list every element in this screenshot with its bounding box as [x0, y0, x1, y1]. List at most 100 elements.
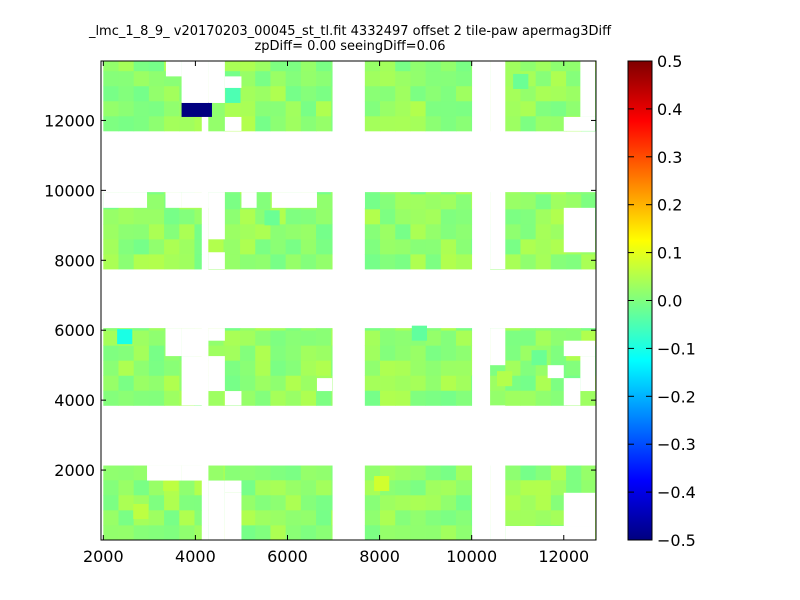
heatmap-cell: [316, 100, 332, 117]
heatmap-cell: [103, 330, 119, 346]
heatmap-cell: [300, 208, 317, 225]
heatmap-cell: [364, 223, 381, 240]
heatmap-cell: [118, 494, 135, 511]
heatmap-cell: [395, 375, 411, 391]
heatmap-cell: [395, 390, 411, 406]
heatmap-cell: [410, 238, 427, 255]
y-tick-label: 10000: [44, 181, 95, 200]
heatmap-cell: [440, 85, 457, 102]
heatmap-cell: [285, 254, 302, 270]
heatmap-cell: [471, 509, 473, 526]
heatmap-cell: [456, 465, 472, 481]
heatmap-cell: [520, 254, 537, 270]
heatmap-cell: [133, 524, 150, 540]
heatmap-cell: [566, 254, 582, 270]
heatmap-cell: [380, 238, 396, 255]
heatmap-cell: [456, 70, 472, 87]
heatmap-cell: [520, 509, 537, 526]
heatmap-cell: [456, 479, 472, 496]
heatmap-cell: [270, 254, 287, 270]
heatmap-cell: [103, 85, 119, 102]
heatmap-cell: [316, 328, 332, 331]
heatmap-cell: [118, 345, 135, 361]
heatmap-cell: [148, 390, 165, 406]
heatmap-cell: [118, 70, 135, 87]
heatmap-cell: [118, 524, 135, 540]
heatmap-cell: [364, 100, 381, 117]
missing-region: [224, 116, 242, 131]
heatmap-cell: [316, 223, 332, 240]
heatmap-cell: [380, 328, 396, 331]
x-tick-label: 10000: [446, 547, 497, 566]
heatmap-cell: [103, 223, 119, 240]
heatmap-cell: [520, 494, 537, 511]
heatmap-cell: [331, 61, 333, 72]
heatmap-cell: [456, 85, 472, 102]
heatmap-cell: [194, 223, 202, 240]
heatmap-cell: [255, 479, 271, 496]
heatmap-cell-highlight: [181, 101, 212, 117]
heatmap-cell: [425, 192, 442, 195]
heatmap-cell: [208, 100, 224, 117]
heatmap-cell: [456, 192, 472, 195]
heatmap-cell: [440, 479, 457, 496]
heatmap-cell-highlight: [411, 325, 428, 341]
heatmap-cell: [566, 192, 582, 195]
missing-region: [563, 207, 596, 253]
heatmap-cell: [224, 192, 241, 195]
heatmap-cell: [316, 390, 332, 406]
heatmap-cell: [550, 61, 567, 72]
heatmap-cell: [456, 509, 472, 526]
heatmap-cell: [316, 115, 332, 132]
heatmap-cell: [520, 192, 537, 195]
heatmap-cell: [410, 254, 427, 270]
heatmap-cell: [194, 238, 202, 255]
heatmap-cell: [440, 509, 457, 526]
heatmap-cell: [270, 115, 287, 132]
heatmap-cell: [505, 100, 521, 117]
heatmap-cell: [471, 254, 473, 270]
heatmap-cell: [148, 375, 165, 391]
heatmap-cell: [285, 390, 302, 406]
heatmap-cell: [550, 192, 567, 195]
heatmap-cell: [505, 465, 521, 481]
heatmap-cell: [425, 494, 442, 511]
heatmap-cell: [148, 238, 165, 255]
heatmap-cell: [395, 509, 411, 526]
heatmap-cell: [133, 254, 150, 270]
chart-title-line-2: zpDiff= 0.00 seeingDiff=0.06: [254, 39, 446, 54]
heatmap-cell: [456, 193, 472, 210]
heatmap-cell: [148, 254, 165, 270]
heatmap-cell: [300, 360, 317, 376]
heatmap-cell: [535, 61, 552, 72]
heatmap-cell: [255, 330, 271, 346]
heatmap-cell: [535, 192, 552, 195]
heatmap-cell: [364, 208, 381, 225]
heatmap-cell-highlight: [531, 350, 547, 366]
heatmap-cell: [331, 238, 333, 255]
heatmap-cell: [240, 479, 256, 496]
heatmap-cell: [456, 375, 472, 391]
heatmap-cell: [316, 524, 332, 540]
heatmap-cell: [395, 192, 411, 195]
heatmap-cell: [148, 479, 165, 496]
heatmap-cell: [566, 328, 582, 331]
heatmap-cell: [395, 479, 411, 496]
missing-region: [224, 391, 242, 406]
heatmap-cell: [179, 254, 195, 270]
heatmap-cell: [316, 61, 332, 72]
x-tick-label: 6000: [267, 547, 308, 566]
heatmap-cell: [224, 330, 241, 346]
heatmap-cell: [285, 345, 302, 361]
heatmap-cell: [224, 360, 241, 376]
heatmap-cell: [148, 85, 165, 102]
heatmap-cell: [520, 375, 537, 391]
heatmap-cell: [425, 509, 442, 526]
heatmap-cell: [410, 465, 427, 481]
heatmap-cell: [133, 479, 150, 496]
missing-region: [181, 328, 209, 357]
heatmap-cell: [380, 193, 396, 210]
heatmap-cell: [471, 115, 473, 132]
heatmap-cell: [118, 85, 135, 102]
